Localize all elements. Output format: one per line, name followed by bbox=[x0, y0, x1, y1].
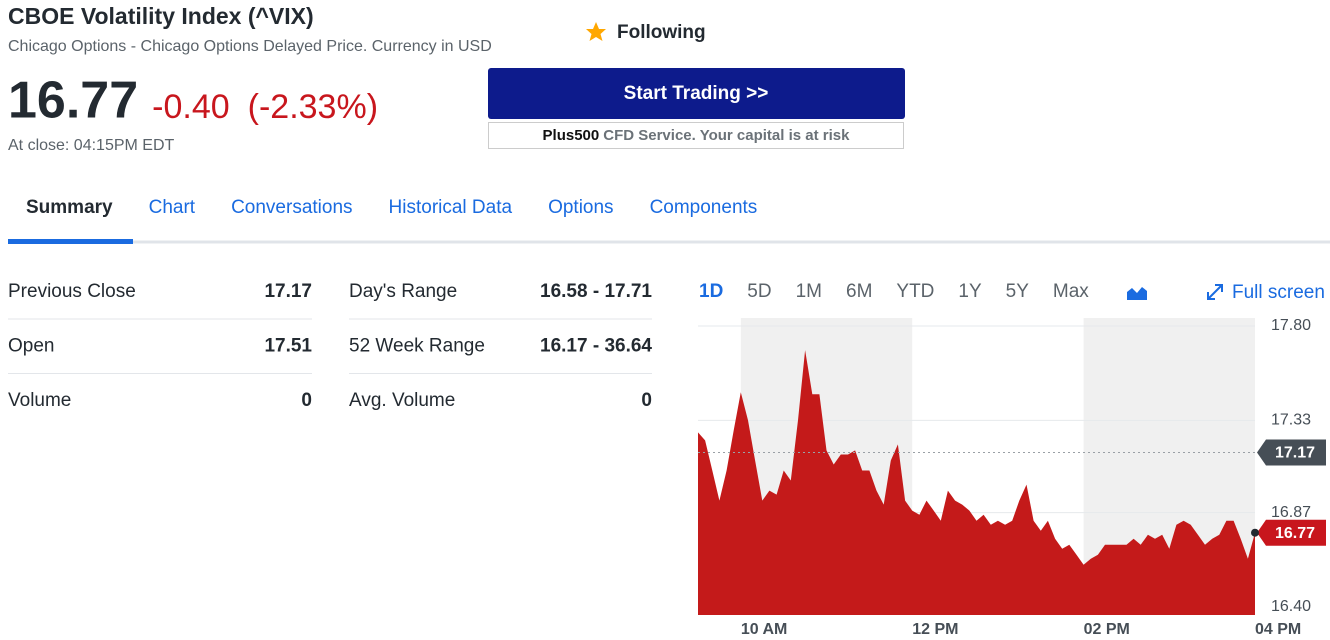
subtitle: Chicago Options - Chicago Options Delaye… bbox=[8, 38, 492, 55]
last-price-label: 16.77 bbox=[1275, 525, 1315, 542]
title: CBOE Volatility Index (^VIX) bbox=[8, 3, 314, 29]
stat-value: 17.17 bbox=[264, 281, 312, 302]
price-change: -0.40 bbox=[152, 88, 230, 126]
stat-value: 16.17 - 36.64 bbox=[540, 336, 652, 357]
trade-button-label[interactable]: Start Trading >> bbox=[624, 83, 769, 104]
x-tick-label: 04 PM bbox=[1255, 621, 1301, 638]
range-button[interactable]: 6M bbox=[846, 281, 872, 302]
active-tab-indicator bbox=[8, 239, 133, 244]
stat-label: 52 Week Range bbox=[349, 336, 485, 357]
previous-close-tag bbox=[1257, 439, 1326, 466]
stat-label: Day's Range bbox=[349, 281, 457, 302]
price-area bbox=[698, 350, 1255, 615]
tab-bar: Summary Chart Conversations Historical Data… bbox=[8, 197, 757, 244]
ad-disclaimer-box bbox=[488, 122, 904, 149]
stat-label: Avg. Volume bbox=[349, 390, 455, 411]
stats-table: Previous Close 17.17 Open 17.51 Volume 0 Day's… bbox=[8, 281, 652, 411]
last-point bbox=[1251, 528, 1259, 537]
y-tick-label: 16.40 bbox=[1271, 598, 1311, 615]
close-time: At close: 04:15PM EDT bbox=[8, 137, 175, 154]
star-icon[interactable] bbox=[586, 22, 606, 41]
tab[interactable]: Components bbox=[650, 197, 758, 218]
tab[interactable]: Chart bbox=[149, 197, 196, 218]
full-screen-icon[interactable] bbox=[1207, 284, 1223, 300]
ad-disclaimer: Plus500 CFD Service. Your capital is at r… bbox=[543, 127, 851, 144]
x-tick-label: 10 AM bbox=[741, 621, 788, 638]
tab[interactable]: Options bbox=[548, 197, 613, 218]
range-button[interactable]: 1Y bbox=[958, 281, 982, 302]
full-screen-button[interactable]: Full screen bbox=[1232, 282, 1325, 303]
chart-type-icon[interactable] bbox=[1127, 287, 1147, 300]
previous-close-label: 17.17 bbox=[1275, 445, 1315, 462]
last-price-tag bbox=[1257, 519, 1326, 546]
stat-value: 0 bbox=[641, 390, 652, 411]
tab[interactable]: Conversations bbox=[231, 197, 352, 218]
range-button[interactable]: 5Y bbox=[1006, 281, 1030, 302]
range-button[interactable]: Max bbox=[1053, 281, 1089, 302]
y-tick-label: 17.80 bbox=[1271, 317, 1311, 334]
y-tick-label: 16.87 bbox=[1271, 504, 1311, 521]
tab[interactable]: Historical Data bbox=[389, 197, 513, 218]
chart: 1D 5D 1M 6M YTD 1Y 5Y Max Full screen 17.80 17.33 1… bbox=[698, 281, 1326, 638]
price: 16.77 bbox=[8, 72, 138, 130]
stat-value: 17.51 bbox=[264, 336, 312, 357]
stat-value: 0 bbox=[301, 390, 312, 411]
tab[interactable]: Summary bbox=[26, 197, 113, 218]
range-button[interactable]: 1D bbox=[699, 281, 723, 302]
range-button[interactable]: 1M bbox=[796, 281, 822, 302]
stat-label: Volume bbox=[8, 390, 71, 411]
range-button[interactable]: YTD bbox=[896, 281, 934, 302]
x-tick-label: 12 PM bbox=[912, 621, 958, 638]
trade-button[interactable] bbox=[488, 68, 905, 119]
range-button[interactable]: 5D bbox=[747, 281, 771, 302]
x-tick-label: 02 PM bbox=[1084, 621, 1130, 638]
stat-value: 16.58 - 17.71 bbox=[540, 281, 652, 302]
stat-label: Previous Close bbox=[8, 281, 136, 302]
y-tick-label: 17.33 bbox=[1271, 412, 1311, 429]
stat-label: Open bbox=[8, 336, 54, 357]
follow-button[interactable]: Following bbox=[617, 22, 706, 43]
ad-brand: Plus500 bbox=[543, 127, 600, 144]
ad-text: CFD Service. Your capital is at risk bbox=[603, 127, 850, 144]
price-change-percent: (-2.33%) bbox=[248, 88, 378, 126]
